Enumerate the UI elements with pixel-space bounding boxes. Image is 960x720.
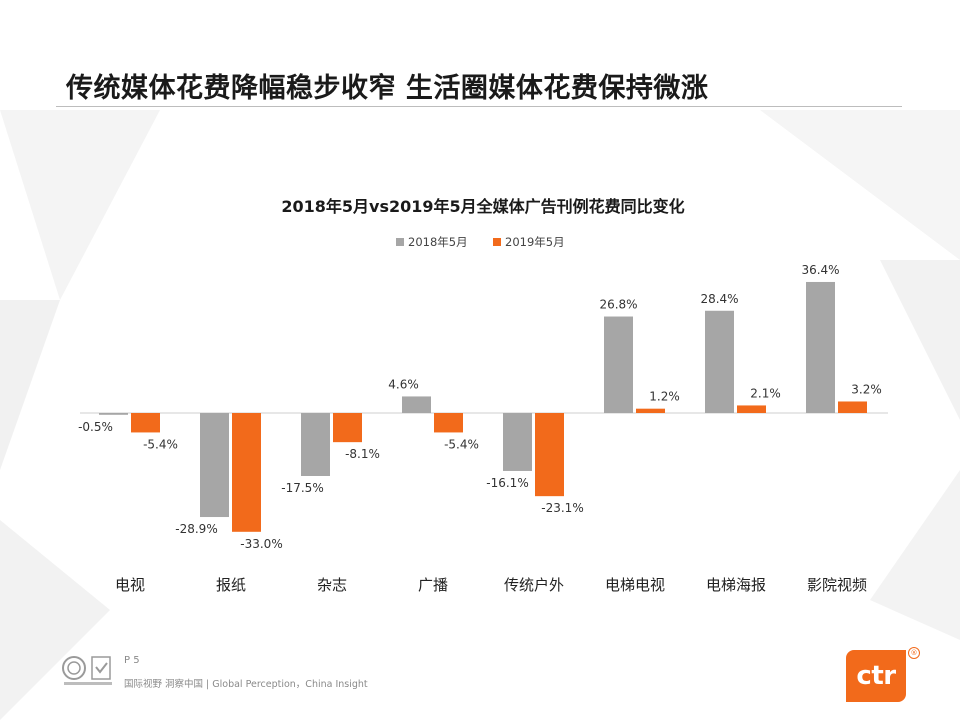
bar-2019-5 bbox=[636, 408, 665, 413]
legend-swatch-2018 bbox=[396, 238, 404, 246]
category-label-2: 杂志 bbox=[317, 576, 347, 594]
value-label-2018-1: -28.9% bbox=[175, 522, 217, 536]
value-label-2018-0: -0.5% bbox=[78, 420, 113, 434]
footer-slogan: 国际视野 洞察中国 | Global Perception，China Insi… bbox=[124, 679, 368, 690]
legend-label-2019: 2019年5月 bbox=[505, 235, 565, 249]
registered-mark: ® bbox=[908, 647, 920, 659]
bar-2019-3 bbox=[434, 413, 463, 433]
value-label-2019-7: 3.2% bbox=[851, 382, 882, 396]
value-label-2019-3: -5.4% bbox=[444, 437, 479, 451]
bar-2018-6 bbox=[705, 310, 734, 413]
value-label-2019-1: -33.0% bbox=[240, 537, 282, 551]
bar-2019-7 bbox=[838, 401, 867, 413]
category-label-3: 广播 bbox=[418, 576, 448, 594]
certification-logos bbox=[62, 656, 112, 685]
bar-2018-1 bbox=[200, 413, 229, 518]
bar-2019-0 bbox=[131, 413, 160, 433]
legend-swatch-2019 bbox=[493, 238, 501, 246]
bar-2018-5 bbox=[604, 316, 633, 413]
legend-label-2018: 2018年5月 bbox=[408, 235, 468, 249]
value-label-2019-2: -8.1% bbox=[345, 447, 380, 461]
category-label-7: 影院视频 bbox=[807, 576, 867, 594]
bars-group bbox=[99, 281, 867, 532]
value-label-2018-4: -16.1% bbox=[486, 476, 528, 490]
category-label-4: 传统户外 bbox=[504, 576, 564, 594]
ctr-logo: ctr bbox=[846, 650, 906, 702]
slide-title: 传统媒体花费降幅稳步收窄 生活圈媒体花费保持微涨 bbox=[66, 73, 709, 104]
category-label-6: 电梯海报 bbox=[706, 576, 766, 594]
value-label-2019-5: 1.2% bbox=[649, 390, 680, 404]
value-label-2019-0: -5.4% bbox=[143, 437, 178, 451]
bar-2019-4 bbox=[535, 413, 564, 497]
category-label-0: 电视 bbox=[115, 576, 145, 594]
bar-2018-4 bbox=[503, 413, 532, 471]
bar-2019-6 bbox=[737, 405, 766, 413]
value-label-2018-3: 4.6% bbox=[388, 377, 419, 391]
value-label-2018-5: 26.8% bbox=[599, 298, 637, 312]
category-label-5: 电梯电视 bbox=[605, 576, 665, 594]
title-divider bbox=[56, 106, 902, 107]
bar-2018-2 bbox=[301, 413, 330, 476]
bar-2018-0 bbox=[99, 413, 128, 415]
value-label-2018-2: -17.5% bbox=[281, 481, 323, 495]
bar-2018-7 bbox=[806, 281, 835, 413]
category-labels-group: 电视 报纸 杂志 广播 传统户外 电梯电视 电梯海报 影院视频 bbox=[115, 576, 867, 594]
bar-2019-2 bbox=[333, 413, 362, 443]
chart-title: 2018年5月vs2019年5月全媒体广告刊例花费同比变化 bbox=[281, 197, 684, 216]
value-label-2018-6: 28.4% bbox=[700, 292, 738, 306]
value-labels-group: -0.5% -5.4% -28.9% -33.0% -17.5% -8.1% 4.6% -5.… bbox=[78, 263, 882, 551]
value-label-2019-6: 2.1% bbox=[750, 386, 781, 400]
value-label-2018-7: 36.4% bbox=[801, 263, 839, 277]
bar-2019-1 bbox=[232, 413, 261, 532]
category-label-1: 报纸 bbox=[216, 576, 246, 594]
value-label-2019-4: -23.1% bbox=[541, 501, 583, 515]
bar-2018-3 bbox=[402, 396, 431, 413]
page-number: P 5 bbox=[124, 655, 140, 666]
chart-legend: 2018年5月 2019年5月 bbox=[396, 235, 565, 249]
